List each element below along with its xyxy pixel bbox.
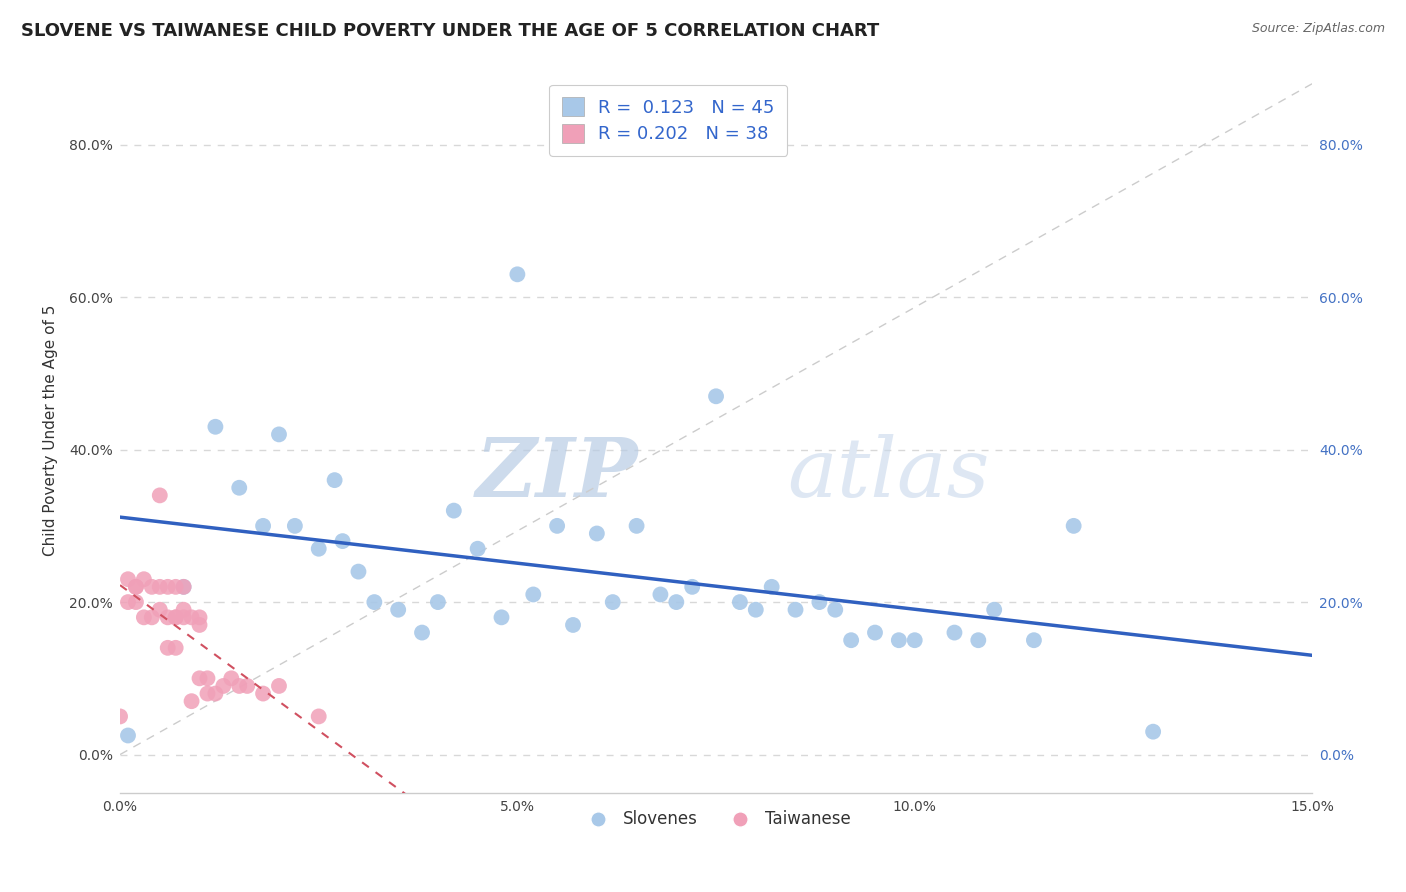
Point (308, 709, 330, 723)
Point (125, 595, 148, 609)
Point (863, 625, 886, 640)
Point (1022, 633, 1045, 648)
Point (284, 519, 307, 533)
Point (188, 610, 211, 624)
Point (267, 679, 290, 693)
Point (785, 603, 807, 617)
Point (204, 687, 226, 701)
Point (426, 595, 449, 609)
Text: Source: ZipAtlas.com: Source: ZipAtlas.com (1251, 22, 1385, 36)
Point (188, 671, 211, 685)
Point (347, 565, 370, 579)
Point (887, 633, 910, 648)
Point (132, 572, 155, 586)
Point (156, 640, 179, 655)
Y-axis label: Child Poverty Under the Age of 5: Child Poverty Under the Age of 5 (44, 305, 58, 557)
Point (267, 427, 290, 442)
Point (180, 610, 202, 624)
Point (546, 519, 568, 533)
Point (173, 580, 195, 594)
Point (108, 709, 131, 723)
Point (141, 580, 163, 594)
Point (904, 633, 927, 648)
Point (117, 572, 139, 586)
Point (323, 473, 346, 487)
Text: SLOVENE VS TAIWANESE CHILD POVERTY UNDER THE AGE OF 5 CORRELATION CHART: SLOVENE VS TAIWANESE CHILD POVERTY UNDER… (21, 22, 879, 40)
Point (156, 610, 179, 624)
Point (704, 389, 727, 403)
Text: ZIP: ZIP (477, 434, 638, 514)
Legend: Slovenes, Taiwanese: Slovenes, Taiwanese (575, 804, 858, 835)
Point (761, 580, 783, 594)
Point (467, 541, 489, 556)
Point (204, 419, 226, 434)
Point (165, 610, 187, 624)
Point (165, 640, 187, 655)
Point (943, 625, 966, 640)
Point (562, 618, 585, 632)
Point (308, 541, 330, 556)
Point (149, 488, 172, 502)
Point (197, 687, 219, 701)
Point (411, 625, 433, 640)
Point (180, 694, 202, 708)
Point (522, 587, 544, 601)
Point (665, 595, 688, 609)
Point (650, 587, 672, 601)
Point (363, 595, 385, 609)
Point (491, 610, 513, 624)
Point (681, 580, 703, 594)
Point (173, 603, 195, 617)
Point (125, 580, 148, 594)
Point (443, 503, 465, 517)
Point (586, 526, 609, 541)
Point (808, 595, 831, 609)
Point (188, 618, 211, 632)
Point (165, 580, 187, 594)
Point (228, 679, 250, 693)
Point (824, 603, 846, 617)
Point (839, 633, 862, 648)
Point (332, 534, 354, 549)
Text: atlas: atlas (787, 434, 990, 514)
Point (1142, 724, 1164, 739)
Point (212, 679, 235, 693)
Point (156, 580, 179, 594)
Point (602, 595, 624, 609)
Point (165, 610, 187, 624)
Point (149, 580, 172, 594)
Point (117, 595, 139, 609)
Point (221, 671, 243, 685)
Point (117, 729, 139, 743)
Point (728, 595, 751, 609)
Point (387, 603, 409, 617)
Point (252, 519, 274, 533)
Point (125, 580, 148, 594)
Point (236, 679, 259, 693)
Point (506, 268, 529, 282)
Point (141, 610, 163, 624)
Point (173, 580, 195, 594)
Point (252, 687, 274, 701)
Point (1063, 519, 1085, 533)
Point (132, 610, 155, 624)
Point (197, 671, 219, 685)
Point (173, 610, 195, 624)
Point (228, 481, 250, 495)
Point (745, 603, 768, 617)
Point (626, 519, 648, 533)
Point (983, 603, 1005, 617)
Point (967, 633, 990, 648)
Point (149, 603, 172, 617)
